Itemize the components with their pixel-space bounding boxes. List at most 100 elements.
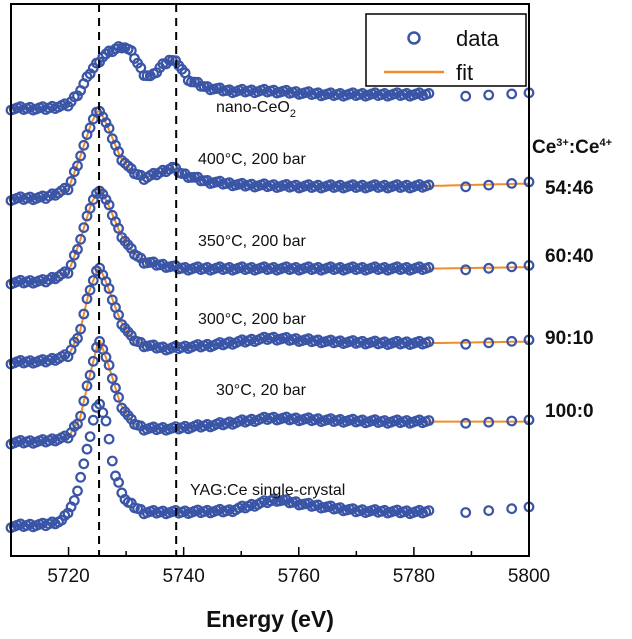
x-axis-ticks: 5720 5740 5760 5780 5800: [10, 547, 550, 587]
series-label-subscript: 2: [290, 108, 296, 120]
data-point: [423, 179, 435, 191]
data-point: [506, 177, 518, 189]
data-point: [423, 505, 435, 517]
data-point: [106, 373, 118, 384]
data-point: [483, 179, 495, 191]
series-6: [5, 398, 535, 534]
data-point: [423, 415, 435, 426]
series-label-5: 30°C, 20 bar: [216, 382, 307, 399]
series-2: [5, 105, 535, 207]
series-1: [5, 41, 535, 116]
reference-lines: [98, 4, 178, 556]
data-point: [113, 309, 124, 321]
series-label-3: 350°C, 200 bar: [198, 233, 306, 250]
data-point: [84, 369, 96, 381]
data-point: [72, 90, 83, 102]
data-point: [113, 222, 124, 234]
data-point: [506, 261, 518, 273]
data-point: [483, 89, 495, 101]
ratio-label-4: 90:10: [545, 328, 594, 349]
data-point: [65, 259, 77, 271]
data-point: [113, 391, 124, 403]
data-point: [460, 181, 472, 193]
data-point: [75, 471, 86, 483]
series-label-1: nano-CeO2: [216, 99, 296, 120]
data-point: [483, 337, 495, 349]
x-axis-label: Energy (eV): [206, 606, 334, 632]
data-point: [460, 507, 472, 518]
legend: data fit: [365, 13, 527, 87]
data-point: [460, 264, 472, 276]
data-point: [65, 175, 77, 187]
data-point: [68, 495, 80, 506]
series-3: [5, 185, 535, 290]
legend-box: [365, 13, 527, 87]
ratio-label-3: 60:40: [545, 246, 594, 267]
data-point: [84, 431, 96, 443]
data-point: [100, 415, 112, 427]
plot-frame: [10, 3, 530, 557]
ratio-label-5: 100:0: [545, 401, 594, 422]
data-point: [423, 262, 435, 273]
data-point: [460, 417, 472, 429]
data-point: [78, 222, 90, 234]
data-point: [87, 275, 99, 286]
x-tick-label: 5780: [393, 566, 435, 587]
data-point: [103, 359, 115, 371]
data-point: [81, 380, 93, 392]
data-point: [103, 122, 115, 134]
x-tick-label: 5800: [508, 566, 550, 587]
series-label-4: 300°C, 200 bar: [198, 311, 306, 328]
data-point: [106, 455, 118, 467]
legend-data-label: data: [456, 26, 500, 51]
data-point: [103, 283, 115, 294]
data-point: [72, 160, 83, 172]
x-tick-label: 5740: [163, 566, 205, 587]
data-point: [87, 414, 99, 426]
data-point: [423, 336, 435, 348]
data-point: [84, 202, 96, 214]
data-point: [78, 395, 90, 407]
legend-fit-label: fit: [456, 60, 473, 85]
data-point: [103, 433, 115, 445]
ratio-header-sep: :Ce: [569, 137, 600, 158]
data-point: [110, 382, 121, 394]
data-point: [81, 443, 93, 455]
data-point: [78, 308, 90, 320]
series-labels: nano-CeO2 400°C, 200 bar 54:46 350°C, 200 b…: [190, 99, 594, 499]
data-point: [84, 122, 96, 134]
ratio-header-ce: Ce: [532, 137, 556, 158]
data-point: [506, 503, 518, 515]
data-point: [483, 505, 495, 517]
data-point: [423, 87, 435, 99]
data-point: [75, 150, 86, 162]
ratio-header-sup2: 4+: [599, 137, 612, 149]
data-point: [483, 416, 495, 428]
data-point: [113, 477, 124, 488]
data-point: [75, 410, 86, 422]
data-point: [460, 338, 472, 350]
data-point: [72, 485, 83, 497]
data-point: [87, 355, 99, 367]
series-layer: [5, 41, 535, 534]
data-point: [113, 146, 124, 158]
x-tick-label: 5720: [47, 566, 89, 587]
data-point: [84, 284, 96, 296]
data-point: [506, 335, 518, 347]
data-point: [72, 332, 83, 344]
x-tick-label: 5760: [278, 566, 320, 587]
data-point: [78, 458, 90, 470]
data-point: [75, 323, 86, 335]
data-point: [460, 90, 472, 102]
data-point: [103, 199, 115, 211]
data-point: [506, 88, 518, 100]
data-point: [506, 415, 518, 427]
series-4: [5, 262, 535, 370]
legend-data-marker: [407, 31, 421, 45]
data-point: [75, 233, 86, 245]
ratio-header: Ce3+:Ce4+: [532, 137, 612, 158]
series-label-2: 400°C, 200 bar: [198, 151, 306, 168]
data-point: [72, 243, 83, 255]
ratio-header-sup1: 3+: [556, 137, 569, 149]
